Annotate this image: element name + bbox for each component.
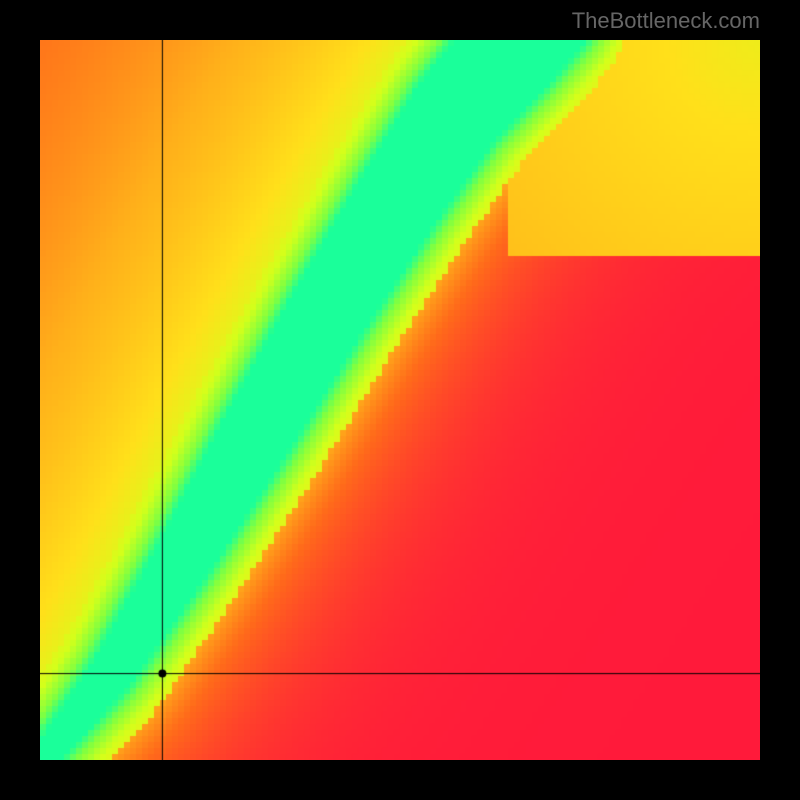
heatmap-canvas (40, 40, 760, 760)
watermark-text: TheBottleneck.com (572, 8, 760, 34)
heatmap-chart (40, 40, 760, 760)
